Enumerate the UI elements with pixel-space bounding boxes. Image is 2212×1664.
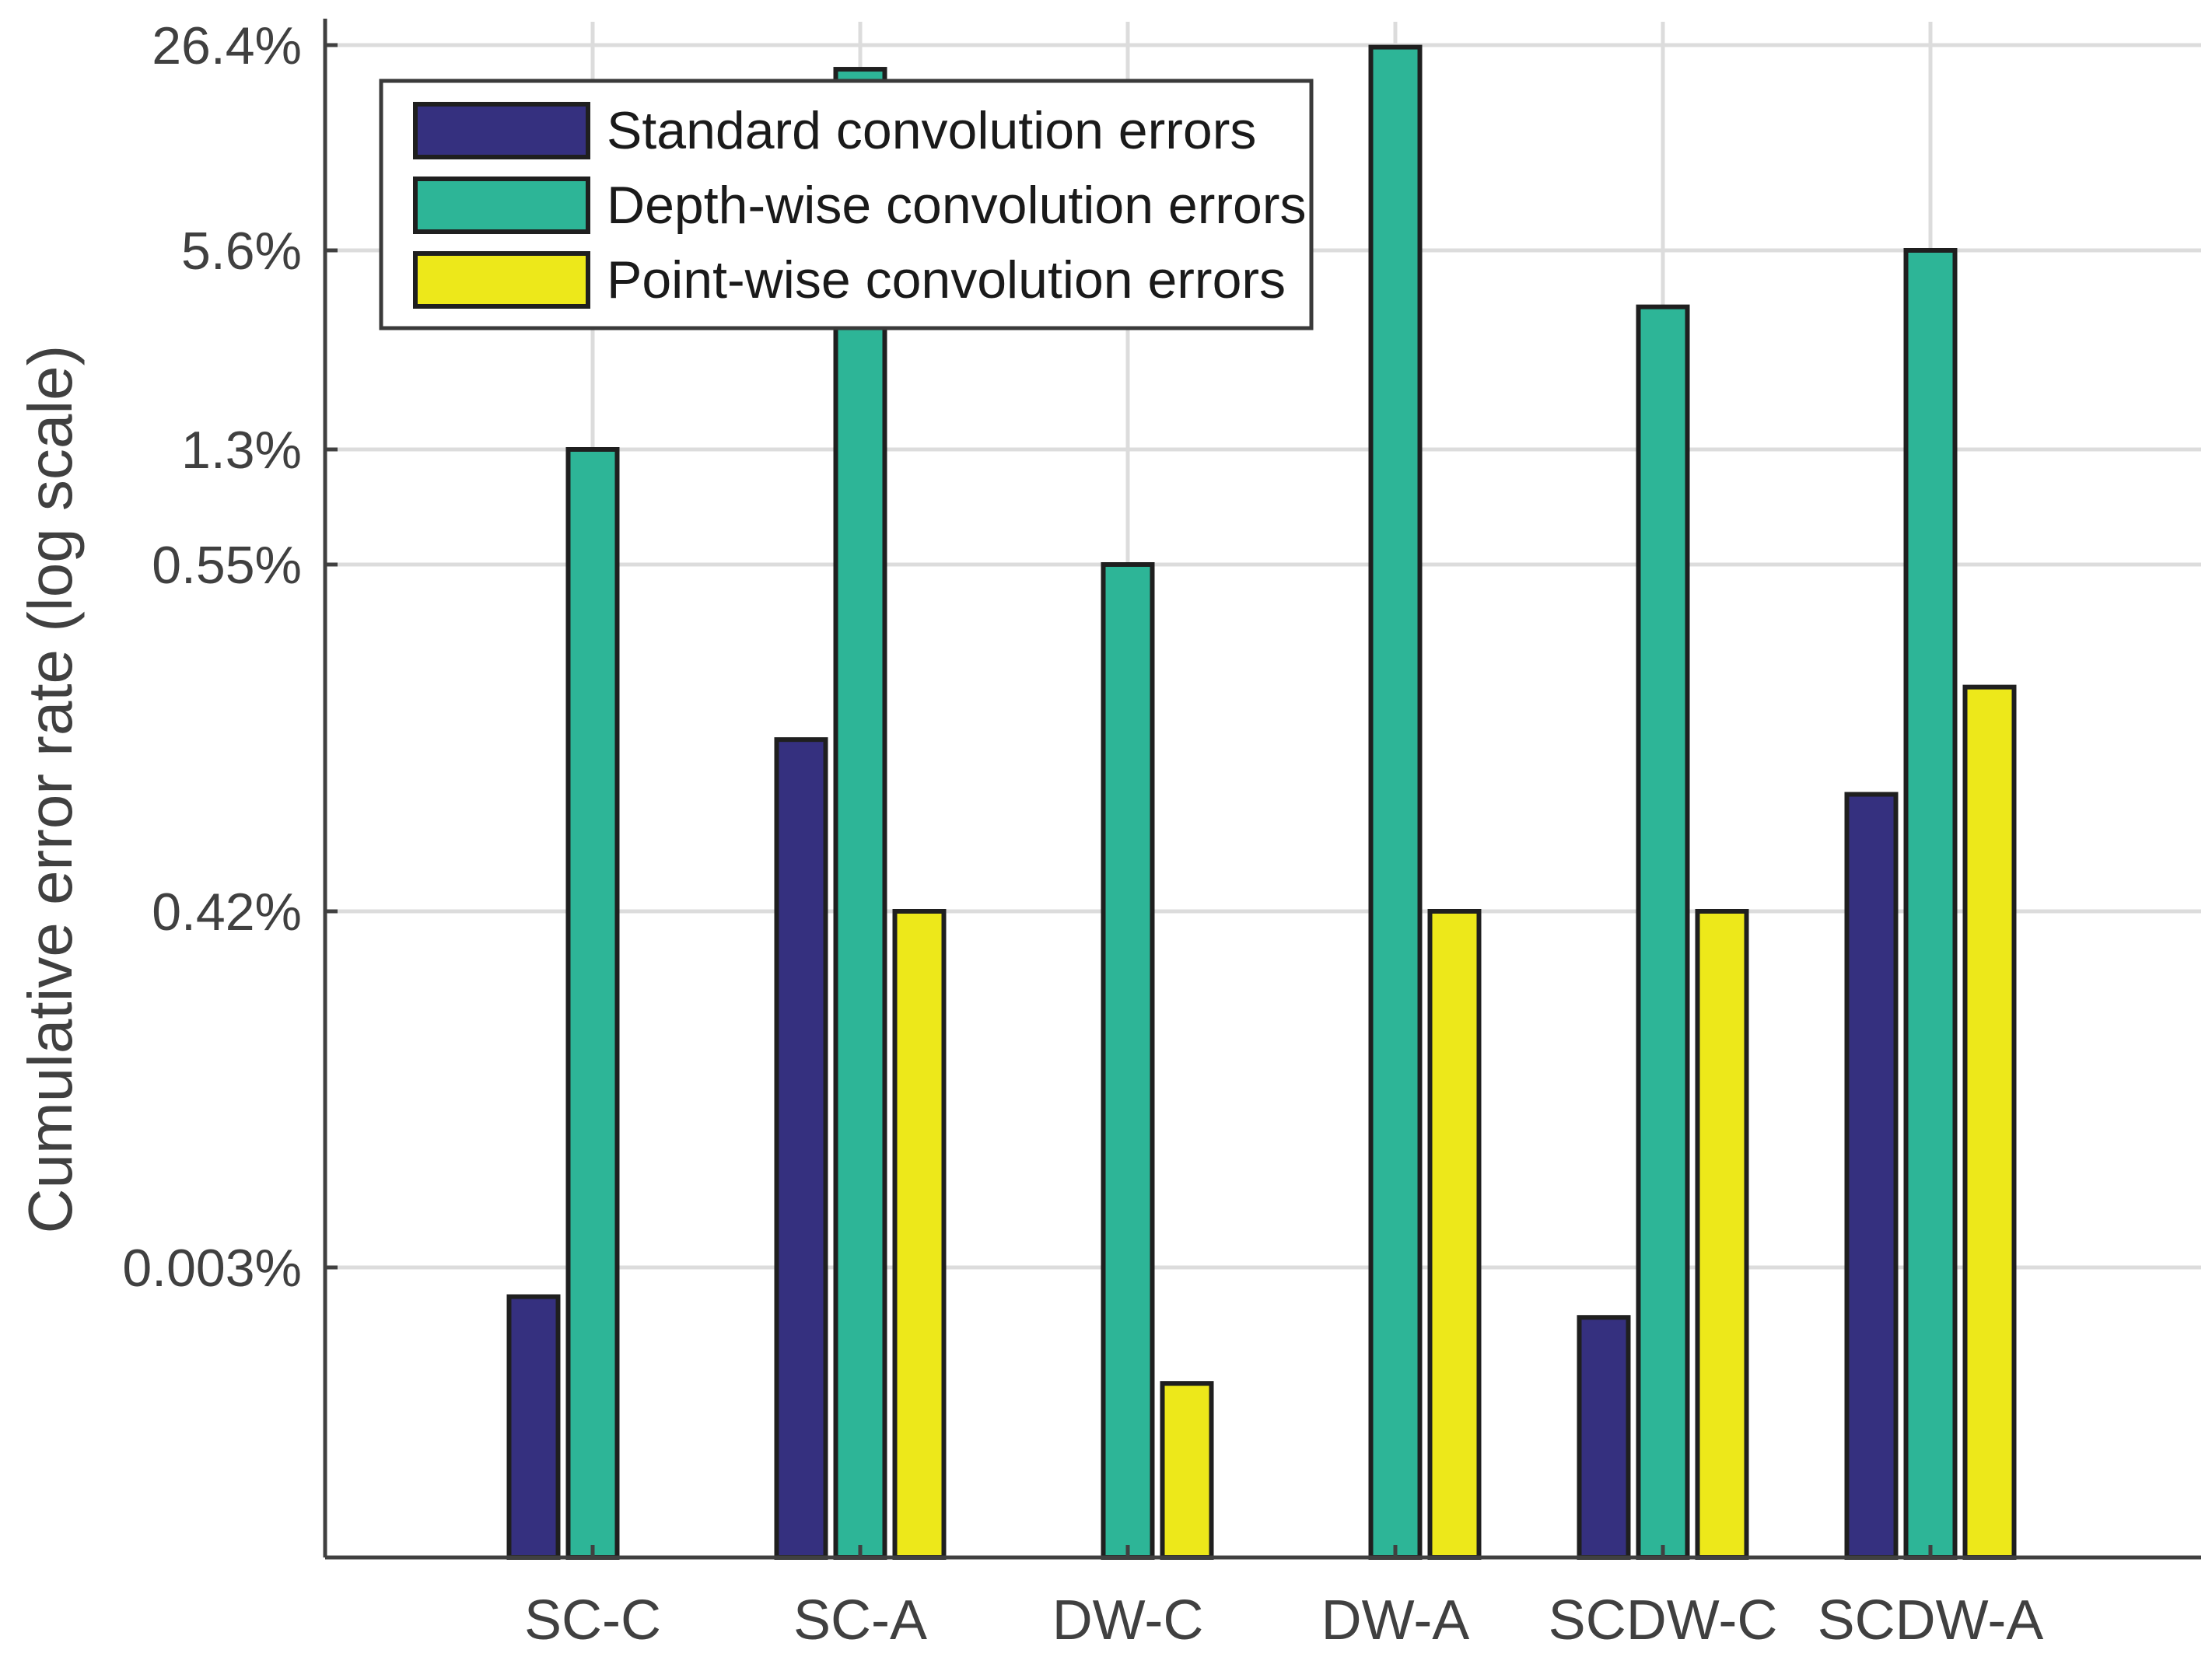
legend-label: Depth-wise convolution errors [607,176,1307,235]
bar-0-1 [774,737,828,1560]
y-tick-label: 5.6% [181,222,302,281]
axes [323,19,2201,1560]
bar-1-4 [1636,304,1690,1560]
bar-0-0 [506,1294,561,1560]
bar-1-3 [1368,44,1423,1561]
bar-1-2 [1101,562,1155,1560]
tick-labels: 0.003% 0.42% 0.55% 1.3% 5.6% 26.4% SC-C SC-A DW-… [122,16,2043,1652]
bar-1-5 [1903,248,1958,1560]
bar-2-5 [1962,684,2017,1560]
y-tick-label: 26.4% [152,16,302,75]
x-tick-label: SC-A [793,1589,927,1652]
y-tick-label: 0.42% [152,883,302,942]
x-tick-label: SCDW-C [1549,1589,1778,1652]
legend-label: Point-wise convolution errors [607,250,1286,309]
legend-swatch [413,102,590,159]
bar-2-3 [1427,909,1482,1560]
bar-2-4 [1695,909,1749,1560]
x-tick-label: DW-C [1052,1589,1204,1652]
bar-1-0 [565,447,620,1560]
legend-label: Standard convolution errors [607,101,1256,160]
x-tick-label: SCDW-A [1818,1589,2044,1652]
bar-0-4 [1577,1315,1631,1560]
legend-swatch [413,177,590,234]
x-tick-label: DW-A [1321,1589,1470,1652]
y-tick-label: 1.3% [181,421,302,480]
legend: Standard convolution errors Depth-wise co… [379,79,1314,330]
y-tick-label: 0.003% [122,1239,302,1298]
y-tick-label: 0.55% [152,536,302,595]
x-tick-label: SC-C [524,1589,661,1652]
bar-2-1 [892,909,947,1560]
legend-swatch [413,251,590,309]
y-axis-label: Cumulative error rate (log scale) [16,345,85,1234]
bar-0-5 [1844,792,1899,1560]
bar-2-2 [1160,1381,1214,1561]
